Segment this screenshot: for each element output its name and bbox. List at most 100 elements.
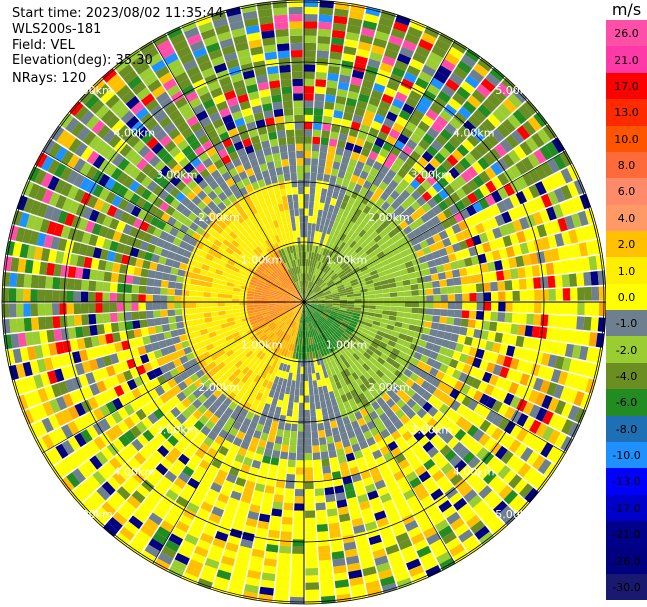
velocity-cell: [438, 500, 453, 513]
velocity-cell: [439, 128, 453, 141]
velocity-cell: [105, 94, 120, 109]
velocity-cell: [315, 288, 322, 294]
velocity-cell: [256, 476, 267, 486]
velocity-cell: [283, 107, 294, 116]
velocity-cell: [359, 374, 368, 384]
velocity-cell: [260, 432, 269, 442]
velocity-cell: [393, 419, 404, 430]
velocity-cell: [410, 211, 421, 221]
velocity-cell: [87, 440, 101, 455]
velocity-cell: [201, 67, 216, 79]
velocity-cell: [488, 374, 499, 386]
velocity-cell: [350, 333, 359, 340]
velocity-cell: [321, 340, 327, 348]
velocity-cell: [416, 397, 428, 408]
velocity-cell: [286, 318, 292, 326]
velocity-cell: [370, 341, 379, 349]
velocity-cell: [527, 116, 542, 132]
velocity-cell: [164, 400, 176, 411]
velocity-cell: [540, 236, 551, 250]
velocity-cell: [318, 303, 326, 306]
velocity-cell: [304, 302, 307, 309]
velocity-cell: [190, 454, 202, 465]
velocity-cell: [375, 309, 383, 314]
velocity-cell: [227, 535, 241, 546]
velocity-cell: [354, 304, 362, 308]
velocity-cell: [472, 429, 485, 442]
velocity-cell: [195, 369, 205, 379]
velocity-cell: [325, 159, 334, 168]
velocity-cell: [131, 535, 148, 550]
velocity-cell: [294, 208, 299, 217]
velocity-cell: [189, 139, 202, 151]
velocity-cell: [290, 172, 297, 181]
velocity-cell: [378, 100, 391, 111]
velocity-cell: [204, 557, 220, 570]
velocity-cell: [269, 80, 281, 89]
velocity-cell: [231, 209, 241, 219]
velocity-cell: [432, 360, 443, 370]
velocity-cell: [478, 465, 492, 480]
velocity-cell: [335, 214, 342, 223]
velocity-cell: [281, 315, 288, 322]
velocity-cell: [219, 243, 228, 251]
velocity-cell: [304, 230, 308, 238]
velocity-cell: [328, 449, 337, 459]
velocity-cell: [331, 253, 338, 262]
velocity-cell: [218, 310, 226, 316]
velocity-cell: [496, 158, 509, 172]
velocity-cell: [307, 273, 310, 281]
velocity-cell: [234, 319, 243, 325]
velocity-cell: [363, 573, 379, 584]
velocity-cell: [111, 195, 123, 208]
velocity-cell: [491, 302, 499, 312]
velocity-cell: [218, 445, 229, 456]
velocity-cell: [280, 385, 286, 394]
velocity-cell: [96, 486, 111, 501]
velocity-cell: [294, 395, 300, 403]
velocity-cell: [336, 499, 348, 509]
velocity-cell: [262, 354, 269, 363]
velocity-cell: [444, 396, 455, 407]
velocity-cell: [214, 344, 223, 353]
velocity-cell: [464, 74, 480, 89]
velocity-cell: [203, 122, 215, 134]
velocity-cell: [23, 303, 31, 317]
velocity-cell: [304, 201, 309, 209]
velocity-cell: [392, 525, 407, 537]
velocity-cell: [153, 287, 161, 295]
velocity-cell: [232, 227, 241, 236]
velocity-cell: [576, 316, 585, 330]
velocity-cell: [269, 374, 276, 383]
velocity-cell: [429, 538, 445, 552]
velocity-cell: [51, 464, 66, 480]
velocity-cell: [133, 267, 142, 277]
velocity-cell: [158, 72, 174, 85]
velocity-cell: [416, 320, 425, 327]
velocity-cell: [120, 110, 135, 124]
velocity-cell: [258, 469, 269, 479]
velocity-cell: [297, 288, 301, 296]
velocity-cell: [360, 266, 368, 273]
velocity-cell: [246, 296, 254, 300]
velocity-cell: [276, 293, 284, 297]
velocity-cell: [201, 365, 211, 374]
velocity-cell: [330, 287, 338, 292]
velocity-cell: [359, 86, 372, 97]
velocity-cell: [320, 378, 327, 387]
velocity-cell: [240, 355, 248, 364]
velocity-cell: [265, 247, 273, 256]
velocity-cell: [554, 315, 563, 328]
velocity-cell: [365, 483, 377, 494]
velocity-cell: [401, 393, 411, 404]
velocity-cell: [496, 270, 505, 281]
velocity-cell: [354, 55, 368, 66]
velocity-cell: [289, 165, 297, 174]
velocity-cell: [153, 317, 162, 326]
velocity-cell: [304, 100, 314, 108]
velocity-cell: [387, 229, 397, 239]
velocity-cell: [422, 390, 433, 401]
velocity-cell: [43, 357, 54, 371]
velocity-cell: [255, 268, 264, 275]
velocity-cell: [577, 210, 589, 226]
